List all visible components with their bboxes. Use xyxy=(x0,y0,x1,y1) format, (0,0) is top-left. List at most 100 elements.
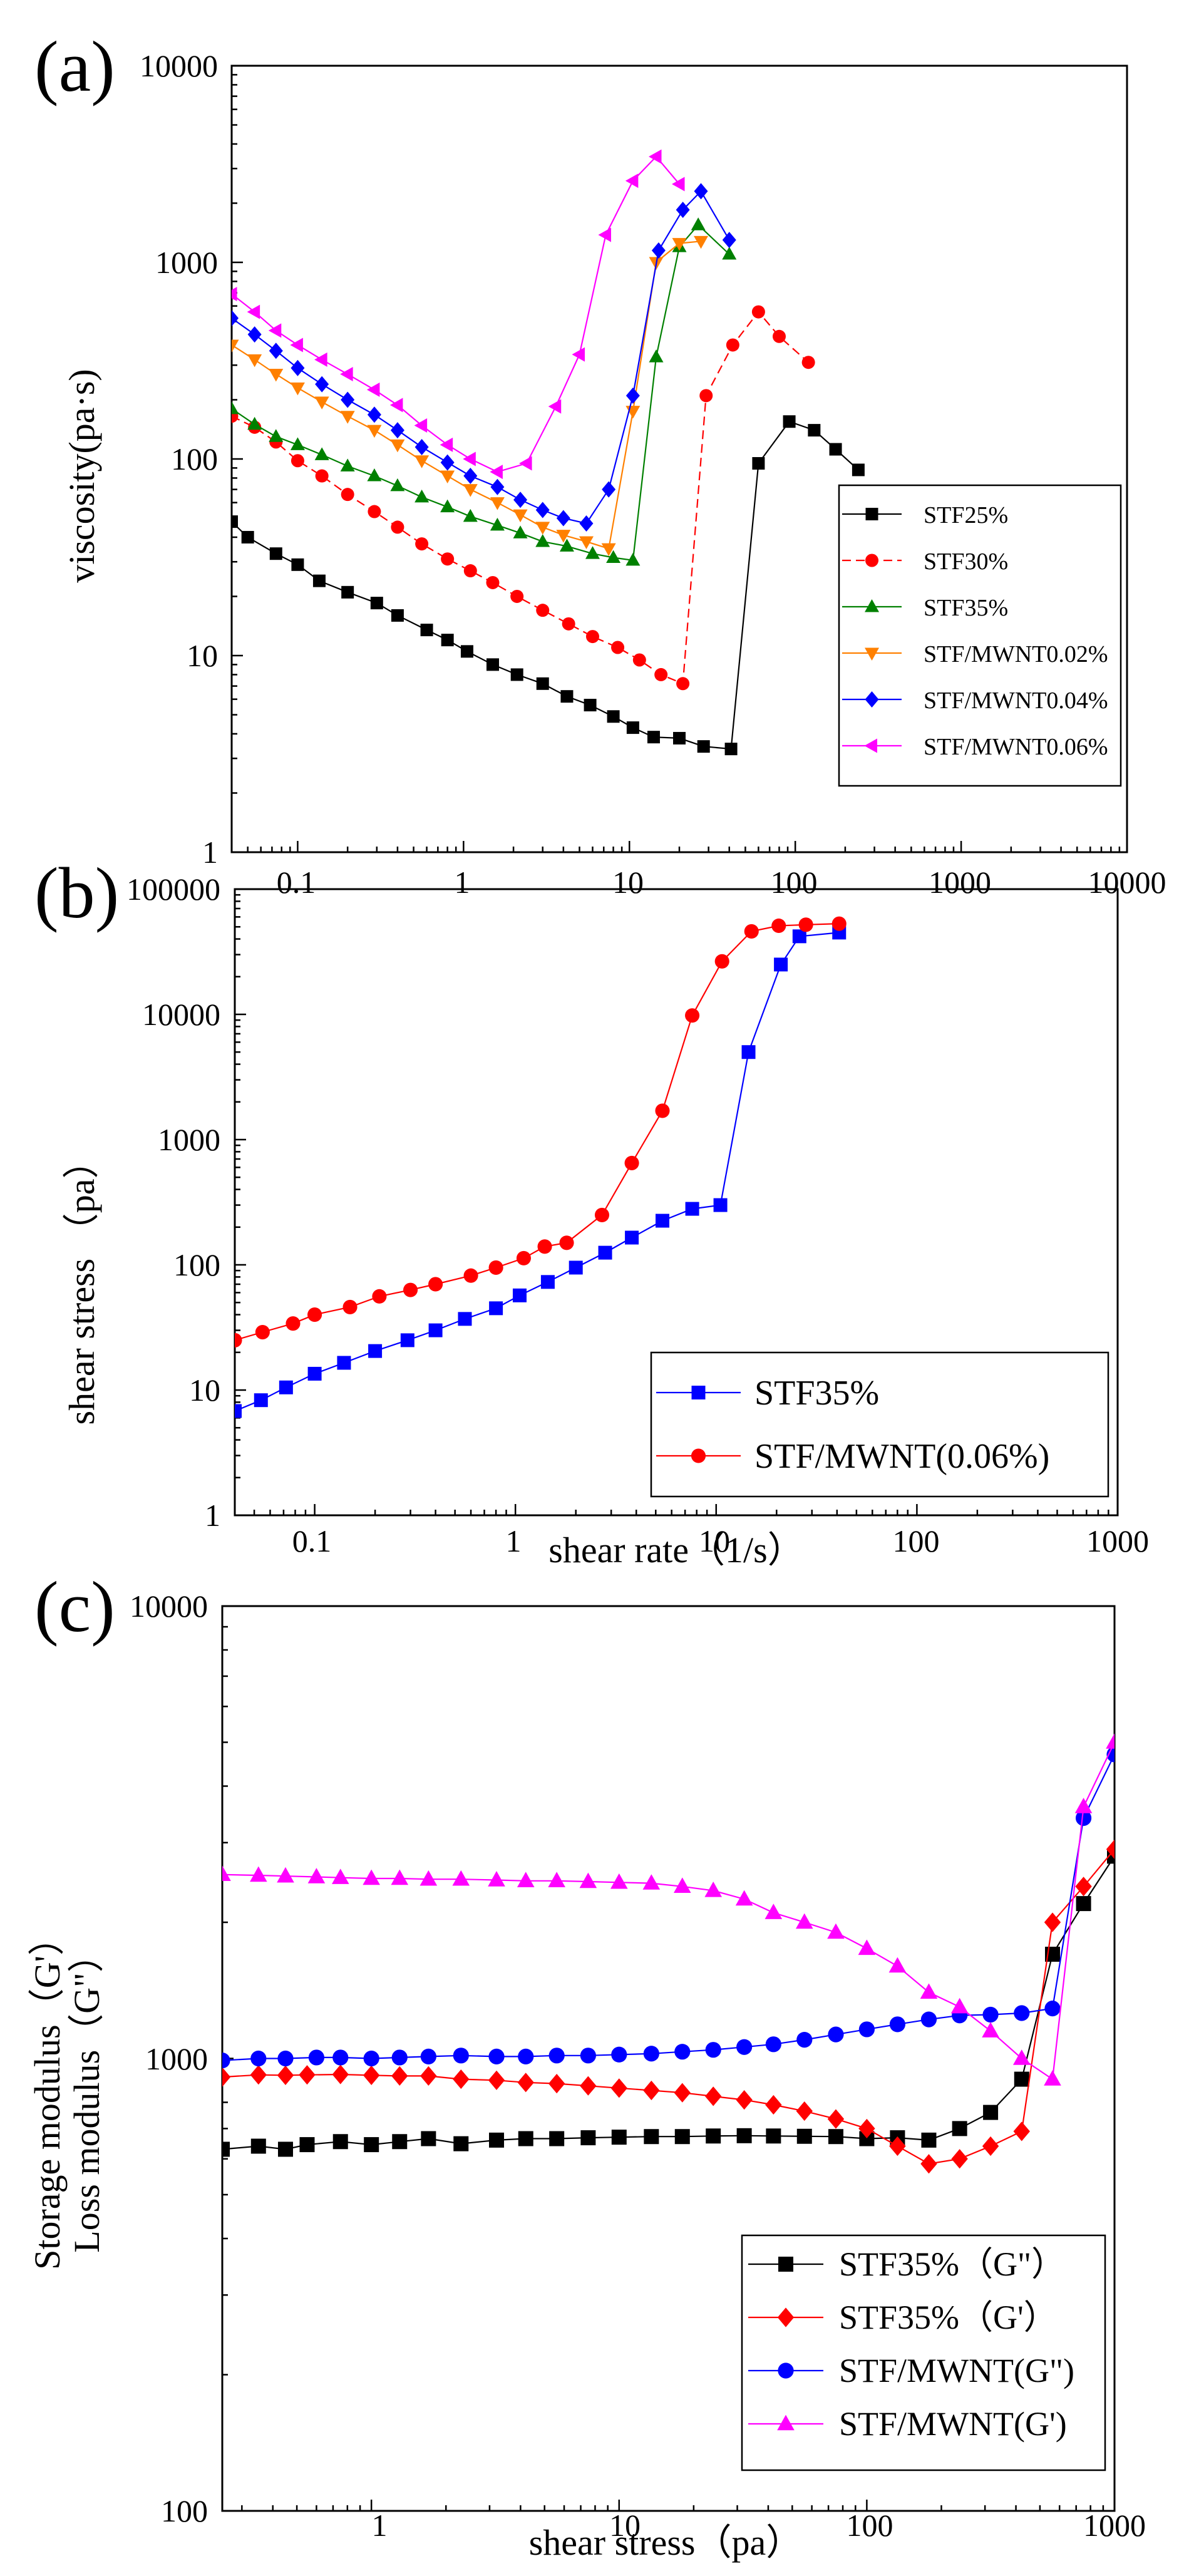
data-point xyxy=(1044,2070,1061,2086)
axis-ticks-(c) xyxy=(222,1605,1116,2512)
data-point xyxy=(952,2121,967,2136)
data-point xyxy=(490,497,505,510)
data-point xyxy=(341,488,354,502)
legend-marker xyxy=(777,2307,795,2327)
legend-entry-label: STF/MWNT(G") xyxy=(839,2352,1074,2389)
data-point xyxy=(247,304,260,319)
data-point xyxy=(340,367,353,382)
data-point xyxy=(722,247,737,260)
data-point xyxy=(685,1202,699,1216)
data-point xyxy=(389,398,403,413)
data-point xyxy=(232,515,238,528)
data-point xyxy=(1106,1746,1115,1763)
data-point xyxy=(606,550,621,564)
data-point xyxy=(414,489,430,503)
data-point xyxy=(414,438,429,455)
data-point xyxy=(250,2138,266,2154)
data-point xyxy=(463,484,478,497)
data-point xyxy=(391,2066,408,2086)
data-point xyxy=(488,1871,505,1887)
legend-entry-label: STF/MWNT(G') xyxy=(839,2405,1067,2443)
data-point xyxy=(649,149,662,164)
data-point xyxy=(342,1299,358,1314)
data-point xyxy=(513,509,528,523)
data-point xyxy=(655,1103,670,1118)
data-point xyxy=(736,2090,753,2110)
data-point xyxy=(752,456,765,470)
panel-label-a: (a) xyxy=(34,27,115,107)
data-point xyxy=(277,1867,294,1883)
legend-entry-label: STF30% xyxy=(924,549,1008,575)
series-STF25% xyxy=(232,415,865,756)
data-point xyxy=(705,2042,721,2058)
legend-b: STF35% STF/MWNT(0.06%) xyxy=(650,1351,1109,1498)
legend-entry-label: STF25% xyxy=(924,502,1008,528)
data-point xyxy=(290,437,305,450)
legend-marker xyxy=(778,2257,793,2272)
data-point xyxy=(751,305,765,319)
data-point xyxy=(548,2074,565,2094)
data-point xyxy=(536,604,550,617)
data-point xyxy=(250,1866,267,1882)
data-point xyxy=(518,2048,534,2064)
data-point xyxy=(232,339,239,353)
y-tick-label: 1000 xyxy=(155,245,218,280)
data-point xyxy=(340,458,355,471)
data-point xyxy=(537,1239,552,1254)
x-axis-label-c: shear stress（pa） xyxy=(529,2522,803,2563)
data-point xyxy=(332,2049,349,2066)
data-point xyxy=(269,343,283,359)
y-tick-label: 10000 xyxy=(140,48,218,83)
data-point xyxy=(290,382,305,396)
data-point xyxy=(488,1260,503,1275)
data-point xyxy=(1075,1877,1092,1897)
data-point xyxy=(453,2048,469,2064)
legend-marker xyxy=(865,647,879,661)
legend-swatch xyxy=(842,647,902,661)
data-point xyxy=(512,1288,527,1302)
data-point xyxy=(277,2141,293,2157)
data-point xyxy=(414,418,428,433)
data-point xyxy=(222,2053,230,2069)
x-tick-label: 1 xyxy=(506,1523,522,1558)
data-point xyxy=(704,1882,723,1897)
data-point xyxy=(801,356,815,369)
legend-swatch xyxy=(748,2362,823,2379)
legend-entry-label: STF35% xyxy=(924,595,1008,621)
data-point xyxy=(390,422,404,439)
x-tick-label: 0.1 xyxy=(277,865,316,900)
data-point xyxy=(625,552,641,566)
x-tick-labels-b: 0.1 1 10 100 1000 xyxy=(292,1523,1149,1558)
data-point xyxy=(796,2101,813,2121)
data-point xyxy=(724,743,738,756)
legend-box-b xyxy=(650,1351,1109,1498)
data-point xyxy=(982,2022,999,2038)
data-point xyxy=(713,1198,728,1212)
data-point xyxy=(951,2149,968,2169)
data-point xyxy=(441,634,454,647)
data-point xyxy=(232,287,237,302)
data-point xyxy=(486,658,499,671)
data-point xyxy=(580,2048,596,2064)
data-point xyxy=(367,406,381,423)
series-STF35%（G"） xyxy=(222,1848,1115,2157)
data-point xyxy=(247,326,262,343)
legend-swatch xyxy=(656,1386,741,1399)
data-point xyxy=(548,2048,565,2064)
data-point xyxy=(548,1872,565,1887)
x-tick-label: 100 xyxy=(893,1523,940,1558)
data-point xyxy=(889,2016,905,2032)
data-point xyxy=(536,677,549,690)
data-point xyxy=(644,2129,659,2145)
data-point xyxy=(673,731,686,744)
data-point xyxy=(828,2129,843,2145)
data-point xyxy=(367,425,382,438)
legend-c: STF35%（G"） STF35%（G'） STF/MWNT(G") STF/M… xyxy=(741,2234,1106,2471)
legend-marker xyxy=(864,738,877,753)
x-tick-labels-a: 0.1 1 10 100 1000 10000 xyxy=(277,865,1166,900)
data-point xyxy=(368,1344,383,1358)
legend-marker xyxy=(865,508,878,520)
legend-swatch xyxy=(748,2414,823,2431)
data-point xyxy=(1014,2071,1029,2087)
